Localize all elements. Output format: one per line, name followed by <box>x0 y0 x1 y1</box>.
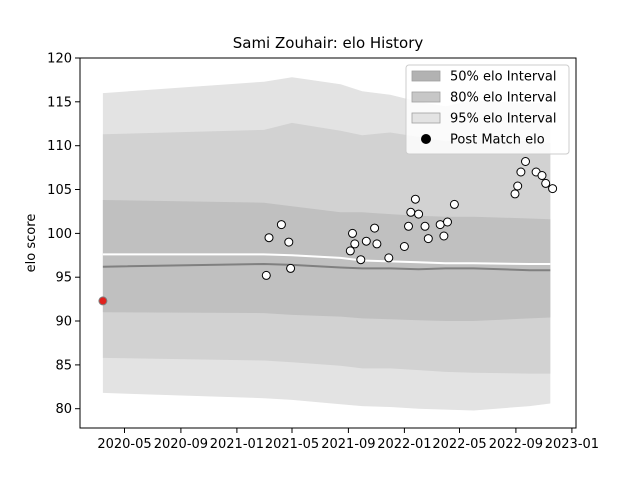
y-tick-label: 95 <box>55 271 72 286</box>
post-match-points <box>98 157 558 306</box>
interval-bands <box>102 77 551 411</box>
post-match-point-23 <box>443 217 452 227</box>
y-tick-label: 85 <box>55 358 72 373</box>
post-match-point-3 <box>276 220 286 230</box>
x-tick-label: 2023-01 <box>545 437 599 452</box>
post-match-point-18 <box>414 209 424 219</box>
legend-label: Post Match elo <box>450 133 545 148</box>
legend-marker <box>421 134 431 144</box>
x-tick-label: 2022-09 <box>489 437 543 452</box>
x-tick-label: 2020-09 <box>154 437 208 452</box>
band-3 <box>102 200 551 321</box>
post-match-point-10 <box>361 236 371 246</box>
legend-box <box>405 64 570 155</box>
y-axis: 80 85 90 95 100 105 110 115 120 <box>47 52 80 417</box>
post-match-point-12 <box>372 239 382 249</box>
post-match-point-5 <box>286 263 296 273</box>
post-match-point-31 <box>541 178 551 188</box>
post-match-point-16 <box>406 207 416 217</box>
post-match-point-15 <box>404 221 413 231</box>
post-match-point-27 <box>516 167 526 177</box>
post-match-point-19 <box>420 221 430 231</box>
post-match-point-32 <box>548 184 558 194</box>
post-match-point-14 <box>399 242 409 251</box>
post-match-point-8 <box>350 239 360 249</box>
post-match-point-4 <box>284 237 294 247</box>
y-axis-label: elo score <box>24 214 39 273</box>
x-tick-label: 2020-05 <box>97 437 151 452</box>
post-match-point-9 <box>356 255 366 265</box>
legend-label: 95% elo Interval <box>450 112 557 127</box>
post-match-point-30 <box>537 171 547 180</box>
legend: 50% elo Interval 80% elo Interval 95% elo … <box>405 64 570 155</box>
plot-frame <box>79 57 577 429</box>
y-tick-label: 80 <box>55 402 72 417</box>
median-line-2 <box>102 262 551 272</box>
x-tick-label: 2021-01 <box>210 437 264 452</box>
legend-label: 50% elo Interval <box>450 70 557 85</box>
post-match-point-28 <box>521 157 530 166</box>
post-match-point-7 <box>348 228 357 238</box>
post-match-point-22 <box>439 231 449 241</box>
post-match-point-21 <box>435 220 445 230</box>
x-tick-label: 2022-05 <box>432 437 486 452</box>
post-match-point-1 <box>261 270 271 280</box>
initial-elo-point <box>98 296 108 306</box>
post-match-point-25 <box>510 189 520 199</box>
x-axis: 2020-05 2020-09 2021-01 2021-05 2021-09 2022-… <box>97 428 599 452</box>
legend-swatch <box>411 70 441 82</box>
post-match-point-17 <box>410 194 420 204</box>
y-tick-label: 105 <box>47 183 72 198</box>
legend-label: 80% elo Interval <box>450 91 557 106</box>
post-match-point-24 <box>449 199 459 209</box>
y-tick-label: 115 <box>47 95 72 110</box>
post-match-point-26 <box>513 181 523 191</box>
post-match-point-11 <box>370 223 380 233</box>
legend-swatch <box>411 112 441 124</box>
y-tick-label: 100 <box>47 227 72 242</box>
x-tick-label: 2022-01 <box>377 437 431 452</box>
post-match-point-2 <box>264 233 274 243</box>
y-tick-label: 120 <box>47 52 72 67</box>
post-match-point-6 <box>345 246 355 256</box>
post-match-point-20 <box>423 234 433 244</box>
post-match-point-13 <box>384 253 394 263</box>
y-tick-label: 90 <box>55 315 72 330</box>
legend-swatch <box>411 91 441 103</box>
x-tick-label: 2021-05 <box>265 437 319 452</box>
x-tick-label: 2021-09 <box>321 437 375 452</box>
y-tick-label: 110 <box>47 139 72 154</box>
chart-title: Sami Zouhair: elo History <box>233 34 424 52</box>
